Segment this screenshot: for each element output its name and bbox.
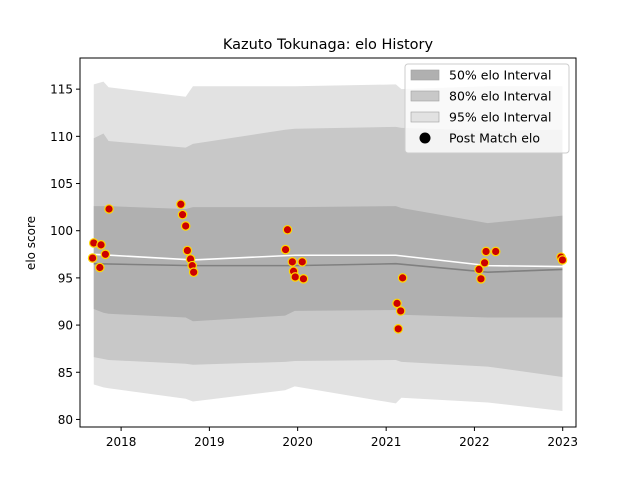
plot-area [87, 81, 568, 411]
x-tick-label: 2023 [547, 435, 578, 449]
x-tick-label: 2020 [282, 435, 313, 449]
plot-frame [79, 57, 577, 428]
post-match-elo-point [290, 272, 301, 282]
post-match-elo-point [557, 255, 568, 265]
legend-marker [419, 132, 431, 144]
y-tick-label: 80 [58, 413, 73, 427]
post-match-elo-point [393, 324, 404, 334]
x-tick-label: 2018 [106, 435, 137, 449]
post-match-elo-point [177, 209, 188, 220]
x-tick-label: 2022 [459, 435, 490, 449]
post-match-elo-point [298, 274, 309, 284]
y-axis-label: elo score [24, 216, 38, 270]
post-match-elo-point [481, 246, 491, 257]
plot-content [87, 81, 568, 411]
post-match-elo-point [180, 221, 191, 231]
post-match-elo-point [282, 224, 293, 235]
post-match-elo-point [96, 240, 106, 250]
legend-label: Post Match elo [449, 131, 540, 146]
post-match-elo-point [287, 257, 298, 267]
post-match-elo-point [95, 262, 105, 273]
post-match-elo-point [280, 244, 291, 255]
post-match-elo-point [104, 204, 114, 214]
y-tick-label: 95 [58, 271, 73, 285]
mean-elo-line [93, 262, 563, 274]
y-tick-label: 115 [50, 83, 73, 97]
post-match-elo-point [297, 257, 308, 267]
legend-swatch [410, 69, 440, 81]
post-match-elo-point [182, 245, 193, 256]
post-match-elo-point [100, 249, 111, 260]
chart-title: Kazuto Tokunaga: elo History [223, 37, 434, 53]
x-tick-label: 2019 [194, 435, 225, 449]
y-tick-label: 105 [50, 177, 73, 191]
axes: 2018 2019 2020 2021 2022 2023 80 85 90 95 100 105 11… [50, 57, 578, 449]
band-50-interval [93, 206, 563, 322]
legend-box [404, 63, 570, 154]
legend: 50% elo Interval 80% elo Interval 95% elo … [404, 63, 570, 154]
post-match-elo-point [397, 273, 408, 283]
post-match-elo-point [188, 267, 199, 278]
post-match-elo-point [392, 298, 402, 309]
y-tick-label: 85 [58, 366, 73, 380]
legend-label: 80% elo Interval [449, 89, 551, 104]
post-match-elo-point [87, 253, 98, 263]
post-match-elo-point [479, 257, 490, 268]
legend-label: 50% elo Interval [449, 68, 551, 83]
post-match-elo-point [395, 306, 406, 316]
post-match-elo-point [490, 246, 501, 257]
y-tick-label: 90 [58, 319, 73, 333]
post-match-elo-point [176, 199, 186, 210]
legend-swatch [410, 90, 440, 102]
median-elo-line [93, 253, 563, 268]
post-match-elo-point [474, 264, 484, 275]
y-tick-label: 100 [50, 224, 73, 238]
legend-swatch [410, 111, 440, 123]
post-match-elo-point [476, 274, 486, 284]
x-tick-label: 2021 [371, 435, 402, 449]
y-tick-label: 110 [50, 130, 73, 144]
legend-label: 95% elo Interval [449, 110, 551, 125]
